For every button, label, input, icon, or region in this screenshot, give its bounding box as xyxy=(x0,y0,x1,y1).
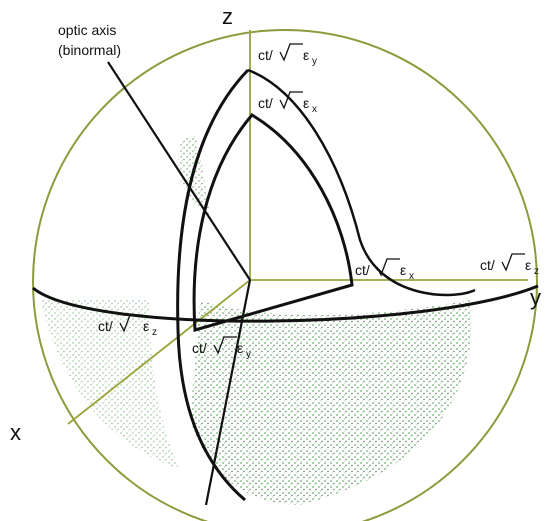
equator-ellipse xyxy=(32,284,539,323)
label-ct-sqrt-eps-z-yaxis: ct/ ε z xyxy=(480,253,539,277)
svg-text:z: z xyxy=(152,327,157,338)
outer-sphere xyxy=(32,29,538,521)
optic-axis-line-lower xyxy=(204,279,252,506)
svg-text:ct/: ct/ xyxy=(258,95,273,111)
label-ct-sqrt-eps-y-top: ct/ ε y xyxy=(258,43,317,67)
label-ct-sqrt-eps-z-xaxis: ct/ ε z xyxy=(98,314,157,338)
z-axis-label: z xyxy=(222,4,233,29)
svg-text:ε: ε xyxy=(303,47,309,63)
svg-text:ct/: ct/ xyxy=(480,257,495,273)
svg-text:ct/: ct/ xyxy=(355,262,370,278)
label-ct-sqrt-eps-x-upper: ct/ ε x xyxy=(258,91,317,115)
x-axis-line xyxy=(67,279,251,425)
svg-text:ε: ε xyxy=(400,262,406,278)
optic-axis-label-line1: optic axis xyxy=(58,22,116,38)
svg-text:ε: ε xyxy=(143,318,149,334)
outer-meridian-curve-right xyxy=(247,68,476,297)
svg-text:ct/: ct/ xyxy=(98,318,113,334)
label-ct-sqrt-eps-x-yaxis: ct/ ε x xyxy=(355,258,414,282)
svg-text:ε: ε xyxy=(525,257,531,273)
svg-text:ct/: ct/ xyxy=(258,47,273,63)
svg-text:x: x xyxy=(312,104,317,115)
svg-text:y: y xyxy=(246,349,251,360)
svg-text:z: z xyxy=(534,266,539,277)
outer-meridian-curve xyxy=(176,68,250,502)
svg-text:ε: ε xyxy=(303,95,309,111)
svg-text:ct/: ct/ xyxy=(192,340,207,356)
x-axis-label: x xyxy=(10,420,21,445)
inner-sheet-curve xyxy=(192,113,354,332)
y-axis-label: y xyxy=(530,285,541,310)
optic-axis-label-line2: (binormal) xyxy=(58,42,121,58)
stipple-shading xyxy=(40,135,472,505)
svg-text:ε: ε xyxy=(237,340,243,356)
svg-text:y: y xyxy=(312,56,317,67)
label-ct-sqrt-eps-y-xaxis: ct/ ε y xyxy=(192,336,251,360)
svg-text:x: x xyxy=(409,271,414,282)
optic-axis-line xyxy=(107,61,251,281)
